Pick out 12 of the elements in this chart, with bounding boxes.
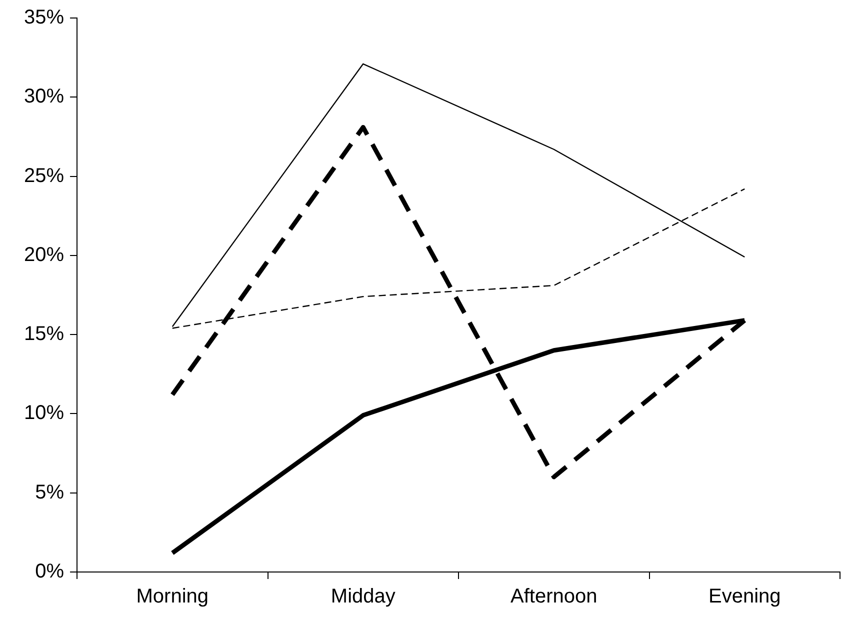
y-tick-label: 5% (35, 481, 64, 504)
y-tick-label: 15% (24, 323, 64, 346)
y-tick-label: 35% (24, 6, 64, 29)
y-tick-label: 25% (24, 164, 64, 187)
x-tick-label: Evening (708, 586, 781, 608)
y-tick-label: 30% (24, 86, 64, 108)
x-tick-label: Midday (330, 586, 396, 608)
y-tick-label: 0% (35, 560, 64, 583)
x-tick-label: Afternoon (510, 586, 598, 608)
x-tick-label: Morning (136, 586, 209, 608)
y-tick-label: 20% (24, 244, 64, 266)
y-tick-label: 10% (24, 402, 64, 424)
